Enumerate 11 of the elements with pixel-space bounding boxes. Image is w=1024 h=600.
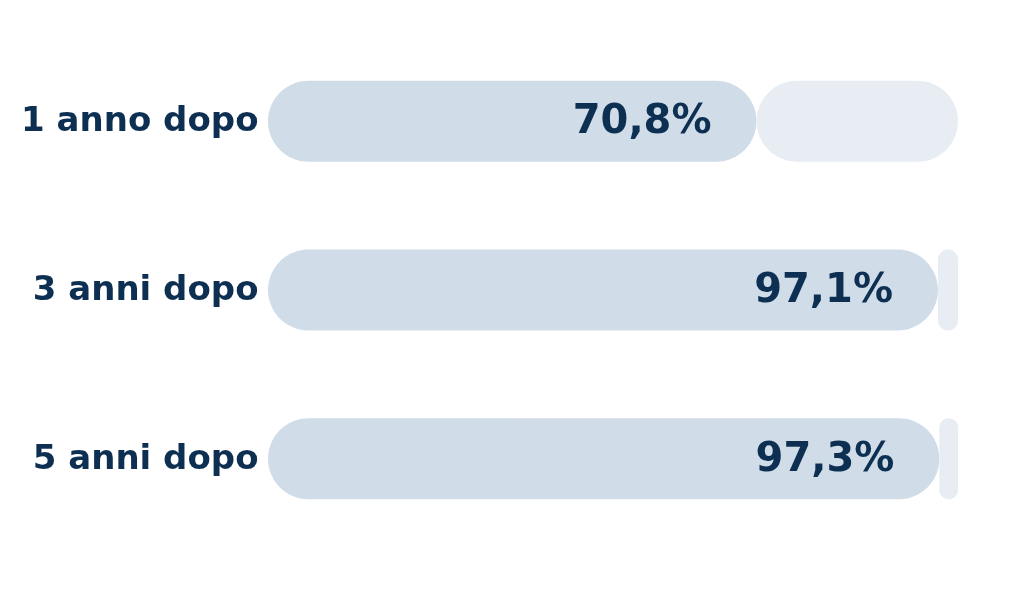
bar — [939, 418, 958, 500]
bar — [937, 249, 958, 331]
data-label: 97,3% — [755, 433, 895, 480]
y-tick-label: 3 anni dopo — [32, 268, 259, 308]
data-label: 70,8% — [572, 96, 712, 143]
y-tick-label: 5 anni dopo — [32, 436, 259, 477]
bar — [268, 418, 940, 500]
data-label: 97,1% — [754, 265, 893, 311]
bar — [268, 80, 757, 162]
y-tick-label: 1 anno dopo — [21, 99, 259, 140]
bar — [268, 249, 938, 331]
